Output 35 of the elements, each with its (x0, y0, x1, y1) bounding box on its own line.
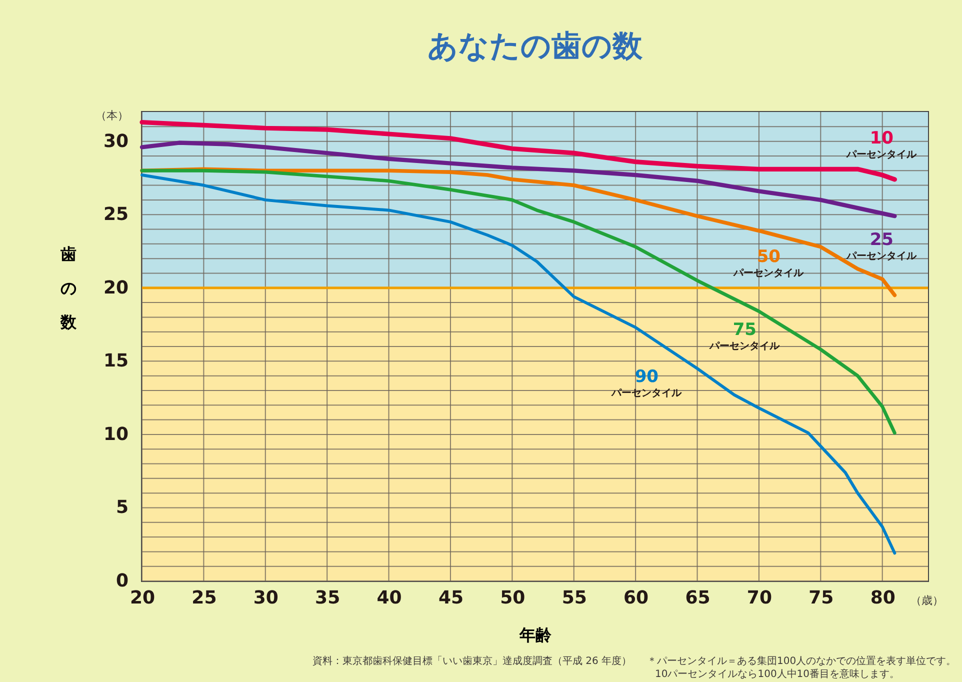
x-tick-label: 65 (685, 588, 710, 608)
x-tick-label: 35 (315, 588, 340, 608)
text: 資料：東京都歯科保健目標「いい歯東京」達成度調査（平成 26 年度） (312, 655, 632, 667)
y-tick-label: 30 (103, 130, 128, 152)
y-tick-label: 15 (103, 350, 128, 372)
series-label: 90 パーセンタイル (610, 367, 683, 400)
x-tick-label: 70 (746, 588, 772, 608)
y-tick-label: 25 (103, 204, 128, 226)
y-tick-label: 5 (116, 497, 128, 518)
x-tick-label: 75 (808, 588, 834, 608)
x-tick-label: 30 (253, 588, 278, 608)
y-axis-title: 歯の数 (60, 244, 78, 332)
chart-title: あなたの歯の数 (428, 29, 644, 64)
line-series (140, 168, 896, 435)
x-tick-label: 60 (624, 588, 649, 608)
x-tick-label: 45 (438, 588, 464, 608)
x-tick-label: 55 (562, 588, 587, 608)
series-label: 75 パーセンタイル (708, 320, 781, 352)
x-tick-label: 50 (500, 588, 526, 608)
x-tick-label: 80 (870, 588, 896, 608)
x-tick-label: 25 (192, 588, 217, 608)
text: 10パーセンタイルなら100人中10番目を意味します。 (655, 668, 900, 680)
text: （歳） (910, 594, 944, 607)
text: （本） (96, 109, 128, 122)
x-tick-label: 20 (130, 588, 156, 608)
text: ＊パーセンタイル＝ある集団100人のなかでの位置を表す単位です。 (647, 655, 956, 667)
line-series (140, 120, 897, 182)
x-axis-title: 年齢 (518, 626, 552, 644)
y-tick-label: 10 (103, 424, 128, 445)
line-series (140, 174, 896, 555)
y-tick-label: 0 (116, 570, 128, 592)
y-tick-label: 20 (103, 277, 128, 298)
x-tick-label: 40 (376, 588, 402, 608)
series-label: 10 パーセンタイル (846, 128, 918, 160)
series-label: 50 パーセンタイル (732, 247, 805, 280)
